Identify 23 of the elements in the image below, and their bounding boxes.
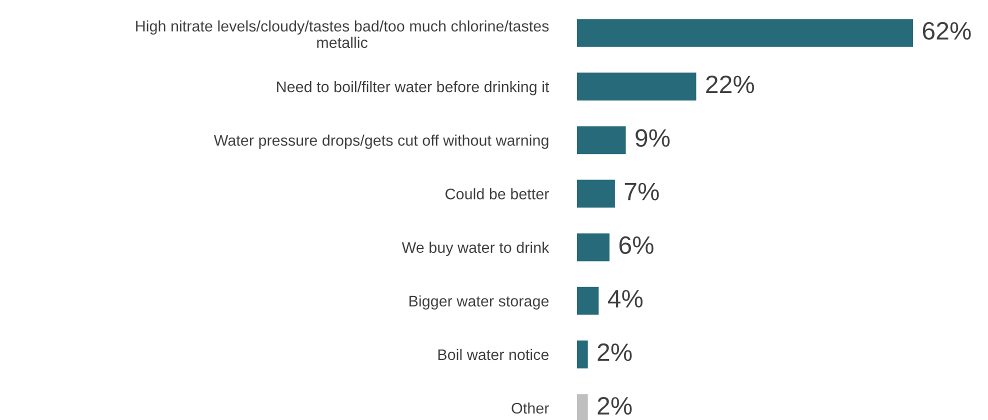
y-tick-label: Water pressure drops/gets cut off without warning bbox=[214, 134, 548, 149]
data-label: 62% bbox=[922, 22, 971, 40]
bar bbox=[577, 286, 599, 315]
bar bbox=[577, 19, 913, 47]
data-label: 7% bbox=[624, 182, 659, 200]
y-tick-label: Could be better bbox=[446, 188, 549, 200]
bar bbox=[577, 72, 696, 100]
bar bbox=[577, 233, 610, 262]
bar bbox=[577, 126, 626, 154]
y-tick-label: Need to boil/filter water before drinking it bbox=[277, 81, 550, 96]
data-label: 6% bbox=[619, 236, 654, 254]
y-tick-label: Bigger water storage bbox=[410, 295, 549, 310]
y-tick-label: High nitrate levels/cloudy/tastes bad/too much chlorine/tastes metallic bbox=[136, 20, 549, 48]
y-tick-label: We buy water to drink bbox=[402, 242, 550, 256]
y-tick-label: Boil water notice bbox=[438, 348, 549, 360]
data-label: 2% bbox=[598, 343, 632, 362]
y-tick-label: Other bbox=[512, 402, 549, 414]
data-label: 9% bbox=[636, 129, 670, 147]
data-label: 22% bbox=[706, 76, 754, 94]
data-label: 2% bbox=[598, 397, 632, 415]
bar bbox=[577, 340, 588, 368]
data-label: 4% bbox=[608, 290, 643, 308]
bar bbox=[577, 180, 615, 208]
